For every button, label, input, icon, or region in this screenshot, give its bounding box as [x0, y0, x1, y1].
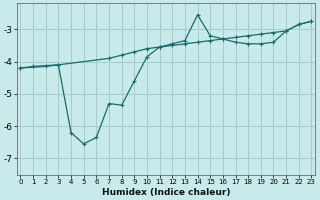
X-axis label: Humidex (Indice chaleur): Humidex (Indice chaleur) — [102, 188, 230, 197]
